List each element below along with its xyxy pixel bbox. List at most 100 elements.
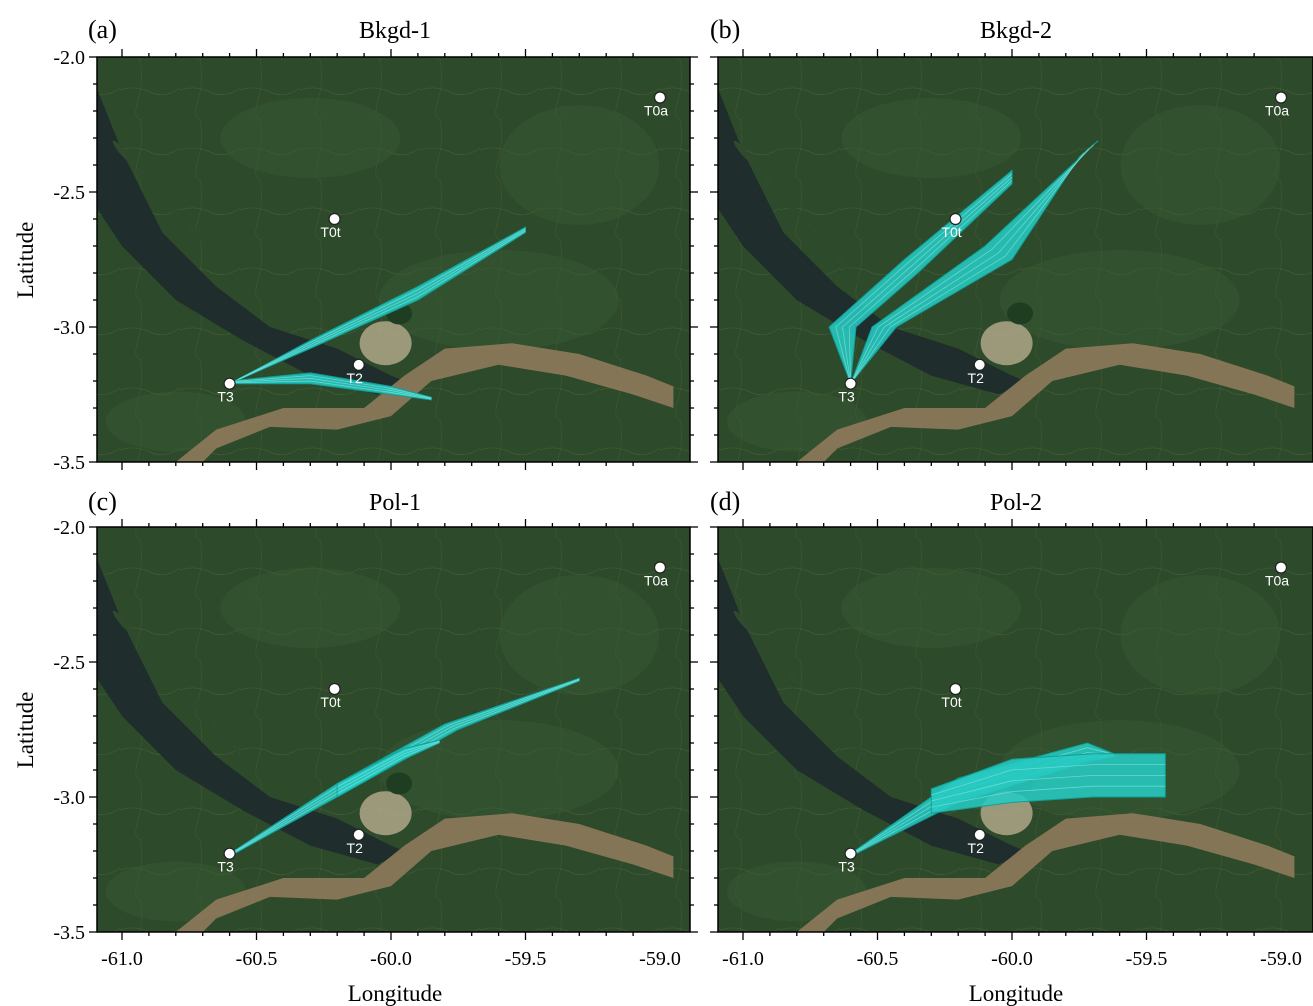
- x-tick-label: -60.5: [857, 948, 899, 970]
- x-tick-label: -61.0: [101, 948, 143, 970]
- river-island: [161, 664, 180, 687]
- plume-layer: [229, 226, 526, 401]
- trajectory-streak: [337, 741, 440, 791]
- x-tick-label: -60.0: [991, 948, 1033, 970]
- forest-patch: [220, 98, 401, 178]
- trajectory-plume: [229, 677, 580, 858]
- satellite-map: [97, 57, 690, 462]
- amazon-river: [796, 343, 1295, 462]
- river-island: [136, 637, 156, 660]
- x-tick-label: -59.5: [505, 948, 547, 970]
- river-island: [782, 664, 801, 687]
- y-tick-label: -2.0: [53, 517, 85, 539]
- forest-patch: [499, 105, 660, 225]
- site-label-t3: T3: [217, 389, 234, 405]
- site-label-t2: T2: [347, 370, 364, 386]
- panel-title: Pol-2: [990, 490, 1042, 516]
- panel-letter: (d): [710, 487, 740, 516]
- forest-patch: [1120, 105, 1281, 225]
- river-island: [233, 275, 253, 298]
- panel-title: Pol-1: [369, 490, 421, 516]
- rio-negro: [97, 558, 405, 865]
- rio-negro: [97, 88, 405, 395]
- site-layer: T0a T0t T2 T3: [217, 561, 668, 875]
- trajectory-streak: [337, 741, 440, 794]
- plume-layer: [850, 742, 1166, 858]
- river-island: [757, 637, 777, 660]
- amazon-river: [175, 343, 674, 462]
- forest-patch: [841, 98, 1022, 178]
- panel-title: Bkgd-1: [359, 18, 431, 44]
- axis-layer: -61.0 -60.5 -60.0 -59.5 -59.0 -2.0 -2.5 -3.0 -3.…: [53, 517, 698, 970]
- panel-bkgd-2: (b) Bkgd-2 T0a T0t T2 T3: [710, 15, 1313, 470]
- axis-layer: [710, 49, 1313, 470]
- site-label-t0t: T0t: [320, 694, 340, 710]
- river-island: [830, 718, 850, 741]
- forest-patch: [378, 720, 619, 820]
- site-layer: T0a T0t T2 T3: [838, 561, 1289, 875]
- panel-pol-1: (c) Pol-1 T0a T0t T2 T3 -61.0 -60.5 -60.0 -59.…: [13, 487, 698, 1006]
- river-island: [733, 610, 753, 633]
- plume-layer: [229, 677, 580, 858]
- x-axis-title: Longitude: [348, 981, 443, 1006]
- panel-pol-2: (d) Pol-2 T0a T0t T2 T3 -61.0 -60.5 -60.0 -59.…: [710, 487, 1313, 1006]
- forest-patch: [220, 568, 401, 648]
- site-marker-t0a: [1274, 561, 1288, 574]
- trajectory-streak: [337, 740, 440, 788]
- site-label-t0t: T0t: [941, 224, 961, 240]
- forest-patch: [499, 575, 660, 695]
- river-island: [806, 221, 825, 244]
- site-label-t0a: T0a: [644, 573, 668, 589]
- y-axis-title: Latitude: [13, 222, 38, 299]
- amazon-river: [175, 813, 674, 932]
- x-tick-label: -60.5: [236, 948, 278, 970]
- x-axis-title: Longitude: [969, 981, 1064, 1006]
- river-island: [233, 745, 253, 768]
- trajectory-streak: [229, 375, 432, 399]
- y-tick-label: -2.0: [53, 47, 85, 69]
- panel-letter: (b): [710, 15, 740, 44]
- panel-letter: (a): [88, 15, 117, 44]
- manaus-urban-area: [359, 791, 412, 836]
- panel-letter: (c): [88, 487, 117, 516]
- river-island: [185, 691, 204, 714]
- panel-bkgd-1: (a) Bkgd-1 T0a T0t T2 T3 -2.0 -2.5 -3.0 -3.5 L…: [13, 15, 698, 474]
- axis-layer: -2.0 -2.5 -3.0 -3.5: [53, 47, 698, 474]
- satellite-map: [97, 527, 690, 932]
- x-tick-label: -61.0: [722, 948, 764, 970]
- manaus-urban-area: [359, 321, 412, 366]
- urban-forest-reserve: [1007, 302, 1034, 325]
- river-island: [733, 140, 753, 163]
- trajectory-streak: [931, 775, 1166, 802]
- site-label-t3: T3: [217, 859, 234, 875]
- trajectory-streak: [229, 228, 526, 385]
- forest-patch: [841, 568, 1022, 648]
- satellite-map: [718, 57, 1313, 462]
- x-tick-label: -59.0: [639, 948, 681, 970]
- river-island: [209, 248, 229, 271]
- trajectory-streak: [229, 380, 432, 400]
- river-island: [854, 745, 874, 768]
- forest-patch: [1120, 575, 1281, 695]
- trajectory-streak: [848, 180, 1013, 384]
- trajectory-streak: [229, 377, 432, 399]
- site-marker-t2: [973, 828, 986, 841]
- site-marker-t2: [352, 828, 365, 841]
- site-marker-t0a: [653, 91, 667, 104]
- site-marker-t2: [973, 358, 986, 371]
- river-island: [830, 248, 850, 271]
- panel-frame: [717, 526, 1313, 933]
- river-island: [782, 194, 801, 217]
- panel-frame: [717, 56, 1313, 463]
- y-tick-label: -3.5: [53, 922, 85, 944]
- site-label-t0a: T0a: [1265, 573, 1289, 589]
- site-label-t2: T2: [968, 840, 985, 856]
- axis-layer: -61.0 -60.5 -60.0 -59.5 -59.0: [710, 519, 1313, 970]
- manaus-urban-area: [980, 321, 1033, 366]
- x-tick-label: -60.0: [370, 948, 412, 970]
- x-tick-label: -59.0: [1260, 948, 1302, 970]
- site-marker-t0t: [949, 212, 962, 226]
- trajectory-streak: [842, 176, 1013, 384]
- rio-negro: [718, 558, 1026, 865]
- urban-forest-reserve: [386, 772, 413, 795]
